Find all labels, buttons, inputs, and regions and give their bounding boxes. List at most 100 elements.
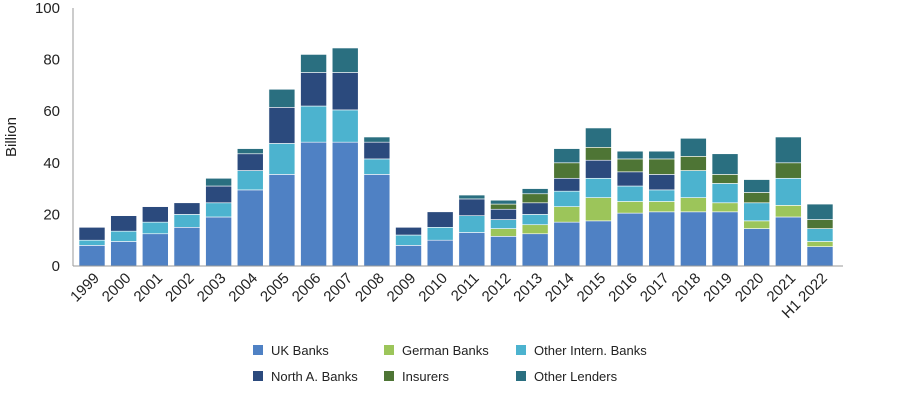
bar-segment xyxy=(711,153,739,175)
bar-segment xyxy=(743,220,771,229)
bar-segment xyxy=(110,215,137,232)
bar-segment xyxy=(521,202,549,215)
x-tick-label: 2005 xyxy=(257,270,293,306)
bar-segment xyxy=(775,162,802,179)
bar-segment xyxy=(648,211,676,267)
bar-segment xyxy=(395,234,422,246)
bar-segment xyxy=(521,188,549,195)
bar-segment xyxy=(711,174,739,184)
y-tick-label: 60 xyxy=(43,103,60,120)
x-tick-label: 2019 xyxy=(700,270,736,306)
bar-segment xyxy=(205,202,232,218)
x-tick-label: 2000 xyxy=(99,270,135,306)
y-tick-label: 100 xyxy=(35,0,60,17)
bar-segment xyxy=(142,206,169,223)
bar-segment xyxy=(205,216,232,267)
y-tick-label: 20 xyxy=(43,206,60,223)
legend-label: Insurers xyxy=(402,369,449,384)
bar-segment xyxy=(395,245,422,267)
x-tick-labels: 1999200020012002200320042005200620072008… xyxy=(67,270,831,322)
bar-segment xyxy=(521,214,549,226)
x-tick-label: 2011 xyxy=(448,270,483,305)
bar-segment xyxy=(553,177,581,192)
bars-layer xyxy=(78,47,834,267)
x-tick-label: 2013 xyxy=(510,270,546,306)
bar-segment xyxy=(711,183,739,204)
bar-segment xyxy=(711,202,739,213)
bar-segment xyxy=(585,127,612,148)
bar-segment xyxy=(775,177,802,206)
bar-segment xyxy=(585,197,612,222)
bar-segment xyxy=(78,245,106,267)
x-tick-label: 2008 xyxy=(352,270,388,306)
x-tick-label: 2006 xyxy=(289,270,325,306)
bar-segment xyxy=(775,205,802,218)
x-tick-label: 2001 xyxy=(131,270,167,306)
bar-segment xyxy=(490,228,517,237)
legend-swatch xyxy=(516,371,526,381)
legend-swatch xyxy=(253,371,263,381)
bar-segment xyxy=(110,241,137,267)
bar-segment xyxy=(743,228,771,267)
y-tick-label: 80 xyxy=(43,52,60,69)
bar-segment xyxy=(300,72,327,107)
legend-swatch xyxy=(253,345,263,355)
bar-segment xyxy=(300,54,327,73)
bar-segment xyxy=(268,107,296,144)
bar-segment xyxy=(648,189,676,202)
x-tick-label: 2009 xyxy=(384,270,420,306)
x-tick-label: 2012 xyxy=(479,270,515,306)
bar-segment xyxy=(458,232,486,267)
bar-segment xyxy=(490,219,517,229)
bar-segment xyxy=(395,227,422,236)
bar-segment xyxy=(110,230,137,242)
bar-segment xyxy=(78,239,106,246)
bar-segment xyxy=(173,202,201,215)
bar-segment xyxy=(648,174,676,191)
bar-segment xyxy=(648,201,676,213)
bar-segment xyxy=(173,214,201,228)
legend-swatch xyxy=(384,371,394,381)
bar-segment xyxy=(490,203,517,210)
x-tick-label: 2015 xyxy=(574,270,610,306)
x-tick-label: 2017 xyxy=(637,270,673,306)
bar-segment xyxy=(490,236,517,267)
bar-segment xyxy=(806,228,834,242)
bar-segment xyxy=(648,150,676,160)
bar-segment xyxy=(363,141,391,160)
bar-segment xyxy=(426,227,454,241)
bar-segment xyxy=(458,194,486,200)
bar-segment xyxy=(553,148,581,164)
bar-segment xyxy=(553,221,581,267)
bar-segment xyxy=(142,233,169,267)
bar-segment xyxy=(300,105,327,143)
bar-segment xyxy=(268,88,296,108)
bar-segment xyxy=(300,141,327,267)
bar-segment xyxy=(521,233,549,267)
legend: UK Banks German Banks Other Intern. Banks N… xyxy=(253,343,647,384)
bar-segment xyxy=(268,174,296,267)
bar-segment xyxy=(616,150,644,160)
bar-segment xyxy=(680,170,707,198)
x-tick-label: 2002 xyxy=(162,270,198,306)
bar-segment xyxy=(743,179,771,193)
y-axis-title: Billion xyxy=(3,117,20,157)
bar-segment xyxy=(426,239,454,267)
bar-segment xyxy=(680,156,707,171)
bar-segment xyxy=(236,189,264,267)
x-tick-label: 2010 xyxy=(415,270,451,306)
bar-segment xyxy=(806,241,834,247)
bar-segment xyxy=(553,190,581,207)
bar-segment xyxy=(616,212,644,267)
bar-segment xyxy=(585,177,612,198)
bar-segment xyxy=(205,185,232,204)
bar-segment xyxy=(711,211,739,267)
bar-segment xyxy=(363,174,391,267)
legend-label: German Banks xyxy=(402,343,489,358)
bar-segment xyxy=(458,198,486,216)
bar-segment xyxy=(78,227,106,241)
bar-segment xyxy=(616,158,644,173)
legend-label: North A. Banks xyxy=(271,369,358,384)
legend-swatch xyxy=(384,345,394,355)
